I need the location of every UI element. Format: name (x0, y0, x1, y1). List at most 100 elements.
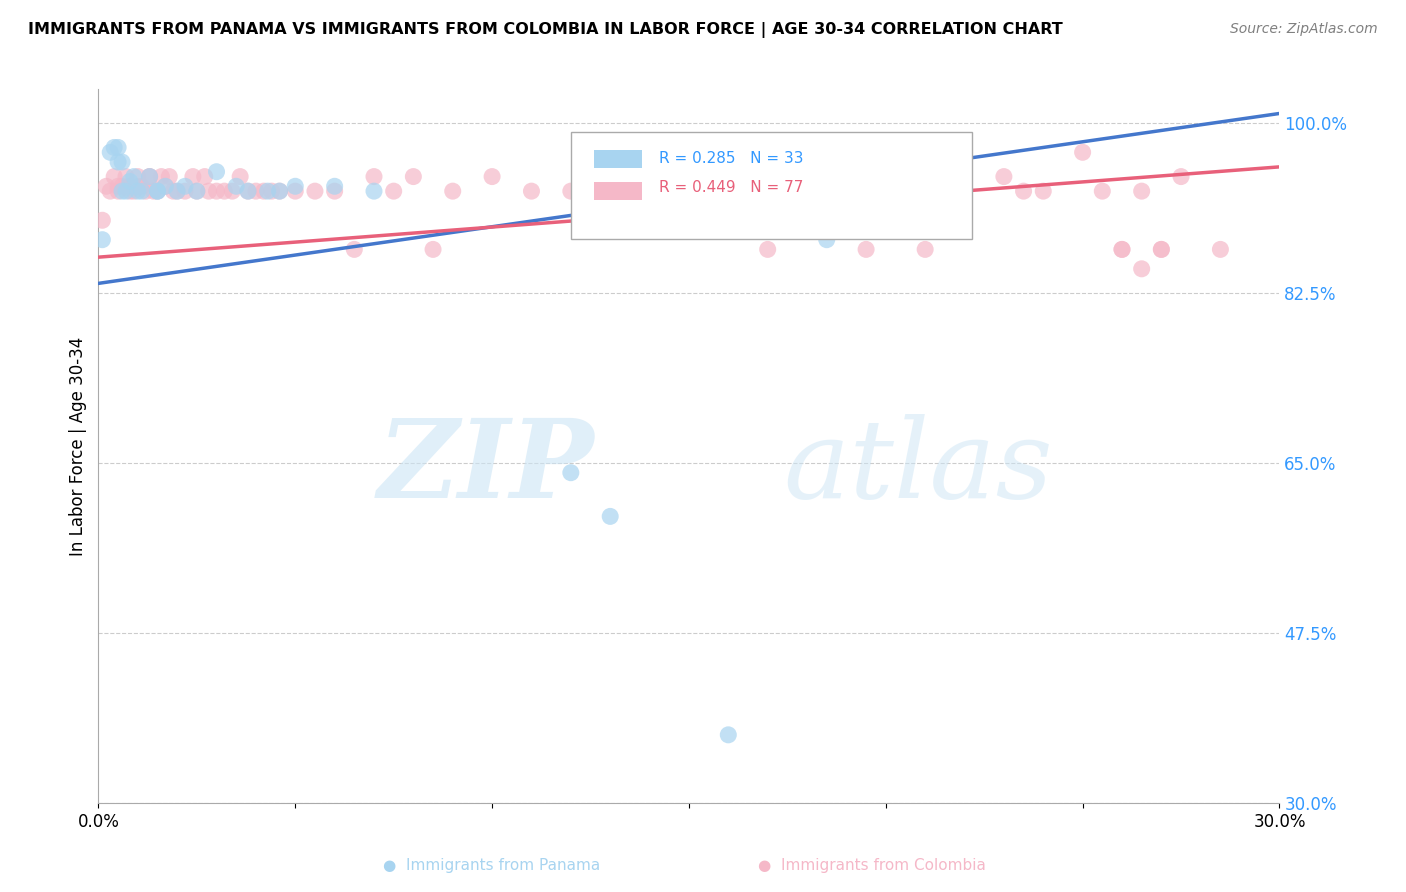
Point (481, 169, 503, 184)
Point (122, 184, 145, 198)
Point (1150, 243, 1173, 257)
Point (236, 184, 259, 198)
Point (560, 466, 582, 480)
Point (382, 184, 405, 198)
Point (157, 169, 180, 184)
Point (1012, 184, 1035, 198)
Point (162, 184, 184, 198)
Point (118, 184, 141, 198)
Point (914, 179, 936, 194)
Point (1170, 169, 1192, 184)
Point (363, 169, 385, 184)
Point (138, 169, 160, 184)
Point (1091, 184, 1114, 198)
Point (756, 243, 779, 257)
Point (678, 169, 700, 184)
Point (107, 140, 129, 154)
Point (1130, 184, 1153, 198)
Point (155, 179, 177, 194)
Point (717, 728, 740, 742)
Point (107, 179, 129, 194)
Point (993, 169, 1015, 184)
Point (146, 184, 169, 198)
Point (855, 243, 877, 257)
Point (323, 184, 346, 198)
Point (150, 169, 173, 184)
Point (269, 184, 291, 198)
FancyBboxPatch shape (595, 182, 641, 200)
Point (835, 169, 858, 184)
Point (146, 184, 169, 198)
Point (914, 243, 936, 257)
Point (638, 184, 661, 198)
Point (256, 184, 278, 198)
Point (197, 184, 219, 198)
Point (953, 184, 976, 198)
Point (253, 184, 276, 198)
Point (697, 145, 720, 160)
Point (98, 184, 121, 198)
Point (115, 184, 138, 198)
Point (142, 184, 165, 198)
Point (103, 140, 125, 154)
Point (91, 213, 114, 227)
Point (599, 509, 621, 524)
Text: IMMIGRANTS FROM PANAMA VS IMMIGRANTS FROM COLOMBIA IN LABOR FORCE | AGE 30-34 CO: IMMIGRANTS FROM PANAMA VS IMMIGRANTS FRO… (28, 22, 1063, 38)
Point (402, 169, 425, 184)
Y-axis label: In Labor Force | Age 30-34: In Labor Force | Age 30-34 (69, 336, 87, 556)
Point (284, 184, 307, 198)
Point (135, 184, 157, 198)
Point (174, 179, 197, 194)
Point (111, 184, 134, 198)
Text: ●  Immigrants from Panama: ● Immigrants from Panama (384, 858, 600, 872)
FancyBboxPatch shape (571, 132, 973, 239)
Point (520, 184, 543, 198)
Point (221, 184, 243, 198)
Point (166, 184, 188, 198)
Text: ZIP: ZIP (378, 414, 595, 521)
Point (131, 179, 153, 194)
Point (91, 233, 114, 247)
Point (1209, 243, 1232, 257)
Point (323, 179, 346, 194)
Point (1130, 261, 1153, 276)
Point (717, 169, 740, 184)
Point (111, 179, 134, 194)
Text: Source: ZipAtlas.com: Source: ZipAtlas.com (1230, 22, 1378, 37)
Point (1071, 145, 1094, 160)
Point (776, 184, 799, 198)
Point (1111, 243, 1133, 257)
Point (658, 179, 681, 194)
Point (98, 145, 121, 160)
Point (111, 155, 134, 169)
Point (118, 179, 141, 194)
Point (138, 169, 160, 184)
Point (127, 179, 149, 194)
Point (304, 184, 326, 198)
Point (796, 184, 818, 198)
Point (214, 184, 236, 198)
Point (186, 184, 208, 198)
Point (236, 184, 259, 198)
Point (118, 174, 141, 188)
Point (122, 169, 145, 184)
Point (205, 184, 228, 198)
Text: R = 0.285   N = 33: R = 0.285 N = 33 (659, 151, 804, 166)
Point (343, 243, 366, 257)
Point (155, 179, 177, 194)
Point (599, 184, 621, 198)
Point (103, 169, 125, 184)
Point (96, 179, 118, 194)
Point (245, 184, 267, 198)
Point (115, 169, 138, 184)
FancyBboxPatch shape (595, 150, 641, 168)
Point (194, 169, 217, 184)
Point (934, 169, 956, 184)
Point (875, 169, 897, 184)
Point (205, 165, 228, 179)
Point (269, 184, 291, 198)
Point (181, 169, 204, 184)
Point (1111, 243, 1133, 257)
Point (225, 179, 247, 194)
Point (107, 155, 129, 169)
